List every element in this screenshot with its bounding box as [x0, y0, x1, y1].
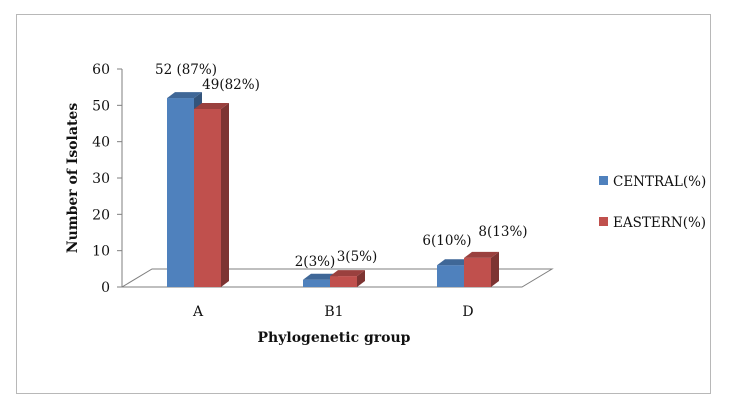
- y-tick-label: 30: [92, 171, 110, 187]
- bar-front: [437, 265, 464, 287]
- data-label: 8(13%): [478, 224, 527, 240]
- x-tick-label: B1: [324, 304, 343, 320]
- y-tick-label: 50: [92, 98, 110, 114]
- y-tick-label: 40: [92, 135, 110, 151]
- bar-top: [167, 92, 202, 99]
- data-label: 52 (87%): [155, 62, 217, 78]
- bar-side: [221, 102, 229, 287]
- y-tick-label: 10: [92, 244, 110, 260]
- x-tick-label: D: [462, 304, 473, 320]
- bar-front: [330, 276, 357, 287]
- y-tick-label: 60: [92, 62, 110, 78]
- bar-top: [194, 102, 229, 109]
- data-label: 49(82%): [202, 77, 260, 93]
- legend-item: CENTRAL(%): [599, 174, 706, 190]
- chart-frame: [16, 14, 711, 394]
- data-label: 6(10%): [422, 233, 471, 249]
- legend-swatch: [599, 217, 608, 226]
- bar: [464, 251, 499, 287]
- legend-label: CENTRAL(%): [613, 174, 706, 190]
- bar: [330, 270, 365, 287]
- bar-top: [437, 259, 472, 266]
- y-axis-title: Number of Isolates: [65, 103, 81, 254]
- bar: [194, 102, 229, 287]
- x-tick-label: A: [192, 304, 204, 320]
- legend-item: EASTERN(%): [599, 215, 706, 231]
- bar-side: [357, 270, 365, 287]
- bar-top: [464, 251, 499, 258]
- data-label: 3(5%): [337, 249, 378, 265]
- bar-top: [303, 273, 338, 280]
- x-axis-title: Phylogenetic group: [258, 330, 411, 346]
- bar-side: [491, 251, 499, 287]
- data-label: 2(3%): [295, 254, 336, 270]
- bars: [167, 92, 499, 287]
- data-labels: 52 (87%)49(82%) 2(3%) 3(5%) 6(10%) 8(13%): [155, 62, 528, 270]
- bar-top: [330, 270, 365, 277]
- legend: CENTRAL(%) EASTERN(%): [599, 174, 706, 231]
- bar-front: [194, 108, 221, 287]
- legend-label: EASTERN(%): [613, 215, 706, 231]
- bar-front: [167, 98, 194, 287]
- bar-front: [303, 279, 330, 287]
- bar-front: [464, 257, 491, 287]
- y-tick-label: 0: [101, 280, 110, 296]
- y-tick-label: 20: [92, 207, 110, 223]
- legend-swatch: [599, 176, 608, 185]
